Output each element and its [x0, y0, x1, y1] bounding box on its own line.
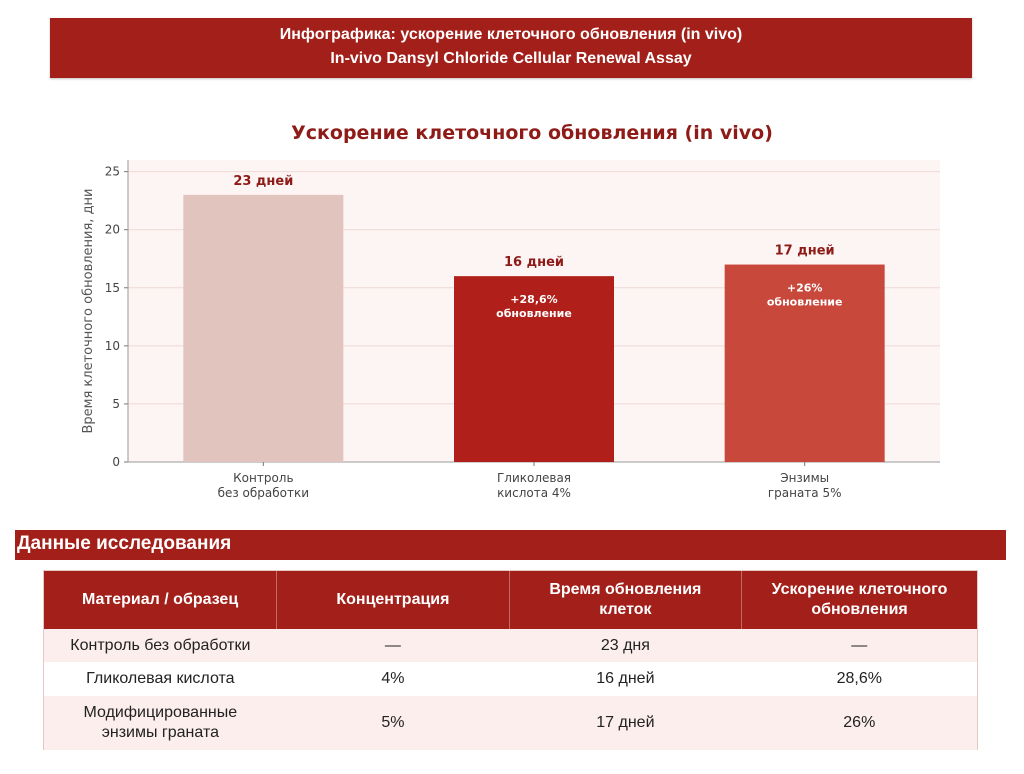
x-tick-label: Контроль	[233, 471, 293, 485]
bar	[724, 264, 885, 462]
table-cell: 16 дней	[509, 662, 742, 696]
bar	[183, 194, 344, 462]
data-table: Материал / образец Концентрация Время обно…	[43, 570, 978, 750]
table-header-cell: Концентрация	[276, 571, 510, 629]
table-cell: 28,6%	[741, 662, 977, 696]
x-tick-label: без обработки	[218, 486, 309, 500]
bar-inner-label: обновление	[767, 296, 843, 309]
bar-value-label: 17 дней	[775, 244, 835, 259]
table-row: Контроль без обработки —23 дня —	[44, 629, 977, 662]
bar-value-label: 23 дней	[233, 174, 293, 189]
y-axis-label: Время клеточного обновления, дни	[81, 188, 96, 433]
table-row: Гликолевая кислота 4% 16 дней 28,6%	[44, 662, 977, 696]
x-tick-label: Энзимы	[780, 471, 829, 485]
table-cell: 5%	[276, 696, 510, 750]
y-tick-label: 0	[112, 455, 120, 469]
bar-inner-label: обновление	[496, 307, 572, 320]
y-tick-label: 10	[105, 339, 120, 353]
table-cell: 23 дня	[509, 629, 742, 662]
table-header-cell: Материал / образец	[44, 571, 278, 629]
bar-value-label: 16 дней	[504, 255, 564, 270]
bar	[454, 276, 614, 462]
table-cell: Модифицированные энзимы граната	[44, 696, 277, 750]
table-cell: Гликолевая кислота	[44, 662, 277, 696]
table-header-row: Материал / образец Концентрация Время обно…	[44, 571, 977, 629]
table-header-cell: Время обновления клеток	[509, 571, 743, 629]
table-cell: Контроль без обработки	[44, 629, 277, 662]
banner-title-en: In-vivo Dansyl Chloride Cellular Renewal…	[330, 50, 692, 67]
y-tick-label: 15	[105, 281, 120, 295]
header-banner: Инфографика: ускорение клеточного обновл…	[50, 18, 972, 78]
x-tick-label: граната 5%	[768, 486, 842, 500]
table-header-cell: Ускорение клеточного обновления	[741, 571, 977, 629]
x-tick-label: Гликолевая	[497, 471, 571, 485]
bar-inner-label: +26%	[787, 282, 823, 295]
table-cell: —	[276, 629, 510, 662]
banner-title-ru: Инфографика: ускорение клеточного обновл…	[279, 26, 743, 43]
chart-title: Ускорение клеточного обновления (in vivo…	[291, 122, 773, 144]
table-row: Модифицированные энзимы граната 5% 17 дней 2…	[44, 696, 977, 750]
section-title: Данные исследования	[15, 530, 1006, 560]
y-tick-label: 25	[105, 165, 120, 179]
table-cell: 26%	[741, 696, 977, 750]
table-cell: 17 дней	[509, 696, 742, 750]
bar-chart: Ускорение клеточного обновления (in vivo…	[60, 108, 964, 508]
table-cell: —	[741, 629, 977, 662]
bar-chart-svg: Ускорение клеточного обновления (in vivo…	[81, 122, 940, 500]
bar-inner-label: +28,6%	[510, 293, 557, 306]
y-tick-label: 5	[112, 397, 120, 411]
x-tick-label: кислота 4%	[497, 486, 571, 500]
y-tick-label: 20	[105, 223, 120, 237]
table-cell: 4%	[276, 662, 510, 696]
